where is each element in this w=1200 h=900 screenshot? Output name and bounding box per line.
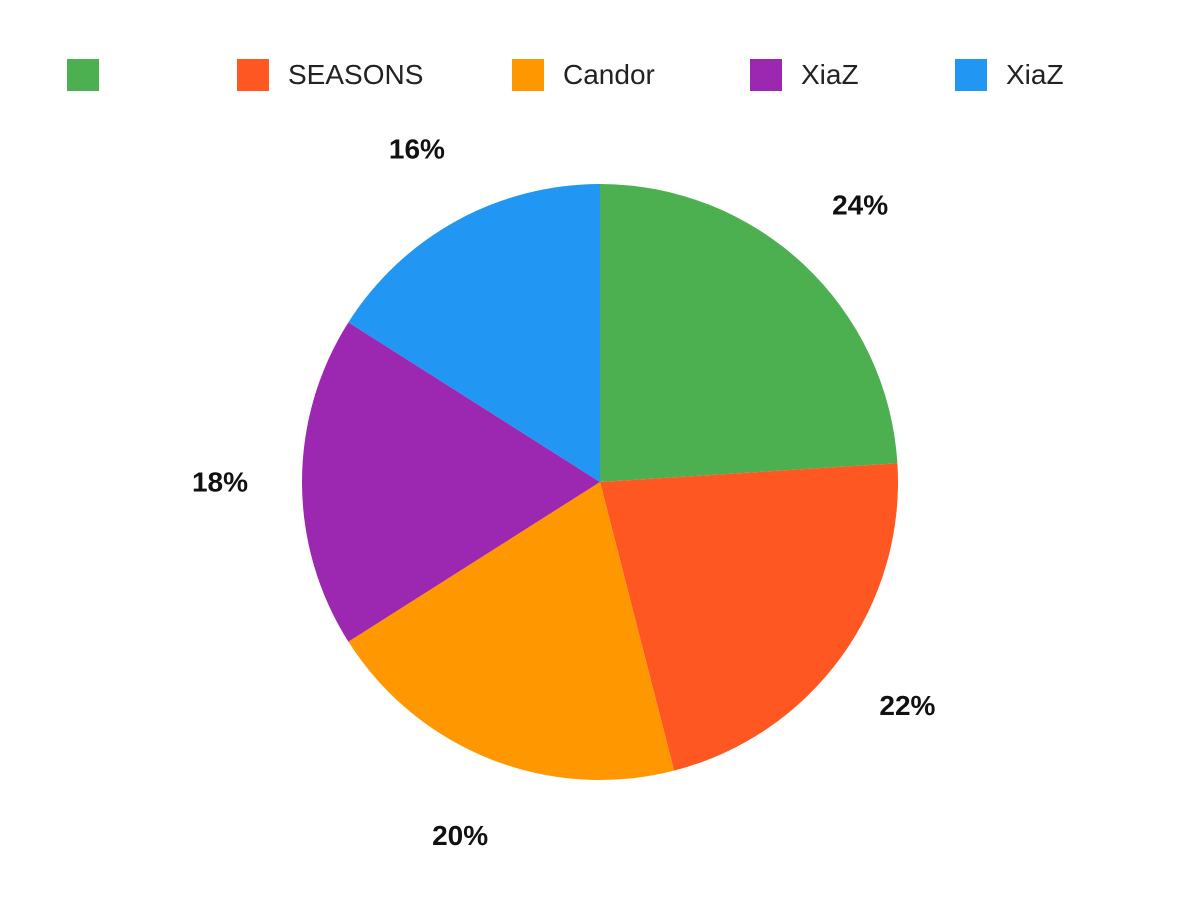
slice-percent-label: 24% (832, 189, 888, 220)
legend-label: SEASONS (288, 59, 424, 90)
legend-item: XiaZ (750, 58, 859, 92)
legend-label: Candor (563, 59, 655, 90)
slice-labels: 24% 22% 20% 18% 16% (192, 134, 936, 851)
legend-label: XiaZ (801, 59, 859, 90)
pie-slice (301, 322, 600, 642)
legend-swatch (67, 59, 99, 91)
legend-label: XiaZ (1006, 59, 1064, 90)
legend: SEASONS Candor XiaZ XiaZ (0, 0, 1200, 120)
pie-slice (600, 463, 898, 771)
slice-percent-label: 22% (879, 690, 935, 721)
pie-slice (600, 184, 898, 482)
legend-swatch (750, 59, 782, 91)
legend-item: SEASONS (237, 58, 423, 92)
slice-percent-label: 20% (432, 820, 488, 851)
legend-item (67, 58, 118, 92)
legend-swatch (237, 59, 269, 91)
slice-percent-label: 16% (389, 134, 445, 165)
legend-item: Candor (512, 58, 655, 92)
legend-swatch (955, 59, 987, 91)
pie-slice (348, 482, 675, 781)
legend-item: XiaZ (955, 58, 1064, 92)
slice-percent-label: 18% (192, 467, 248, 498)
pie-slices (301, 184, 898, 781)
pie-slice (348, 184, 600, 482)
legend-swatch (512, 59, 544, 91)
